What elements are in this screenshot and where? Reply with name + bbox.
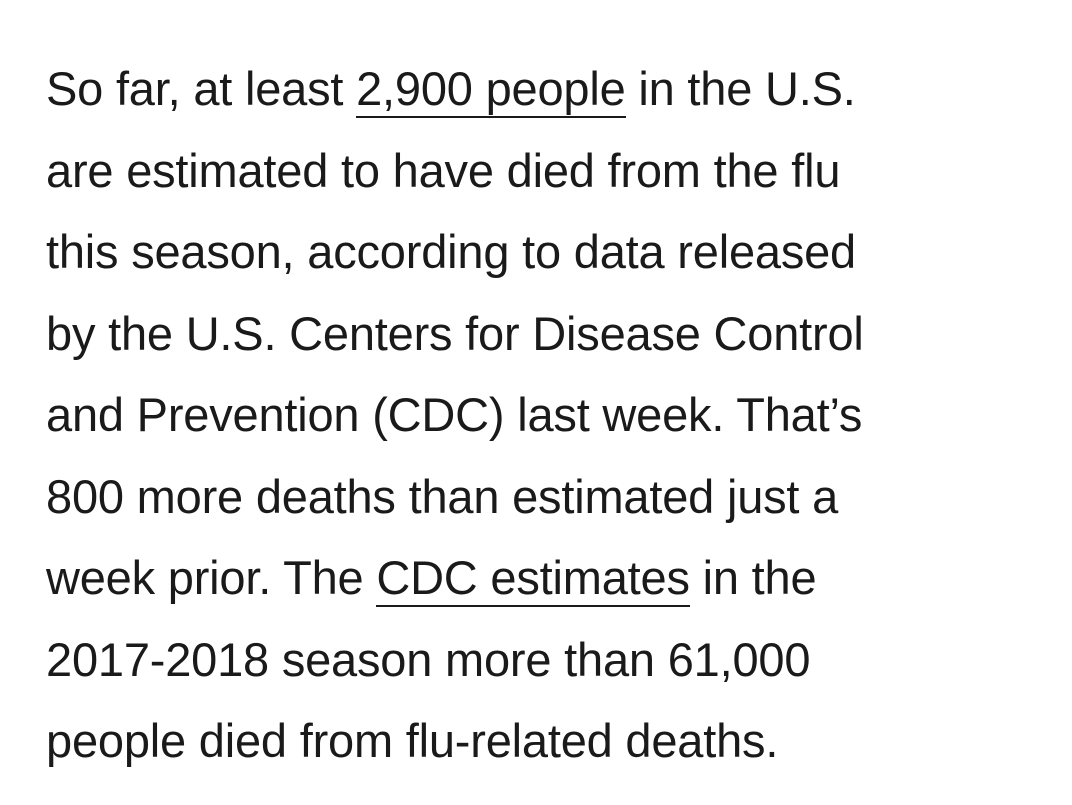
paragraph-line-4: by the U.S. Centers for Disease Control [46, 306, 864, 360]
cdc-estimates-link[interactable]: CDC estimates [376, 551, 690, 607]
line-text: in the [689, 551, 817, 604]
paragraph-line-8: 2017-2018 season more than 61,000 [46, 632, 811, 686]
deaths-count-link[interactable]: 2,900 people [356, 62, 626, 118]
paragraph-line-6: 800 more deaths than estimated just a [46, 469, 839, 523]
line-text: So far, at least [46, 62, 357, 115]
line-text: week prior. The [46, 551, 377, 604]
paragraph-line-2: are estimated to have died from the flu [46, 143, 841, 197]
article-paragraph: So far, at least 2,900 people in the U.S… [46, 48, 1056, 782]
paragraph-line-7: week prior. The CDC estimates in the [46, 537, 1056, 619]
line-text: in the U.S. [625, 62, 856, 115]
paragraph-line-5: and Prevention (CDC) last week. That’s [46, 388, 863, 441]
paragraph-line-1: So far, at least 2,900 people in the U.S… [46, 48, 1056, 130]
paragraph-line-9: people died from flu-related deaths. [46, 714, 779, 767]
paragraph-line-3: this season, according to data released [46, 225, 856, 278]
